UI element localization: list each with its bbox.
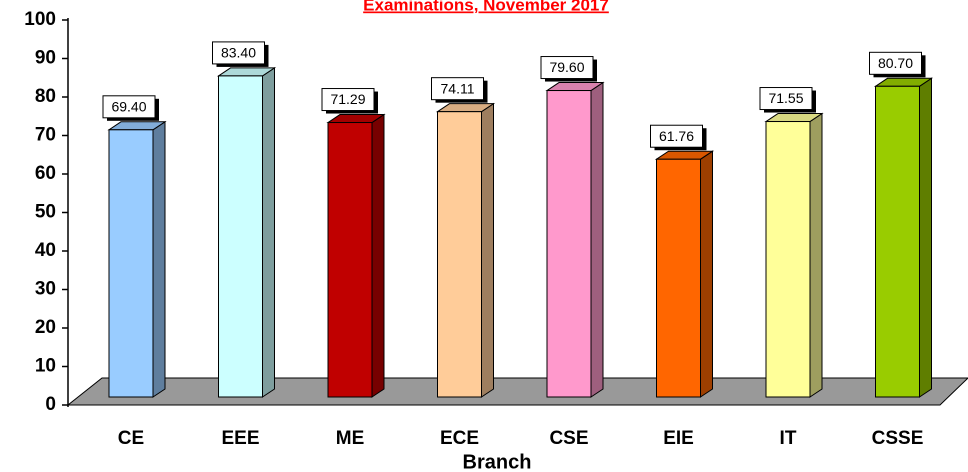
bar-front: [765, 121, 811, 398]
value-label: 74.11: [441, 80, 475, 96]
bar-side: [919, 77, 932, 398]
value-label: 71.29: [330, 91, 365, 107]
bar-side: [371, 113, 385, 398]
value-label: 69.40: [111, 99, 146, 115]
x-tick-label: CSSE: [872, 428, 924, 449]
bar-front: [875, 85, 920, 398]
y-tick-label: 20: [35, 317, 56, 338]
bar-front: [656, 158, 701, 398]
x-tick-label: EIE: [663, 428, 694, 449]
value-label: 61.76: [659, 128, 694, 144]
value-label-box: [431, 77, 484, 101]
y-tick-label: 30: [35, 279, 56, 300]
value-label: 79.60: [549, 59, 584, 75]
x-axis-label: Branch: [463, 451, 532, 472]
bar: [326, 113, 386, 398]
floor: [66, 377, 968, 406]
bar-side: [809, 112, 823, 398]
value-label-box: [212, 41, 265, 65]
y-tick-label: 90: [35, 48, 56, 69]
bar-front: [218, 75, 263, 398]
y-tick-label: 70: [35, 125, 56, 146]
bar-front: [108, 129, 154, 398]
y-tick-label: 10: [35, 356, 56, 377]
chart-title: Examinations, November 2017: [363, 0, 609, 14]
bar-side: [590, 81, 604, 398]
y-tick-label: 60: [35, 163, 56, 184]
x-tick-label: EEE: [221, 428, 259, 449]
bar-front: [327, 122, 373, 398]
bar-side: [700, 150, 713, 398]
bar: [107, 120, 167, 398]
value-label: 80.70: [878, 55, 913, 71]
y-tick-label: 50: [35, 202, 56, 223]
bar-side: [262, 66, 275, 398]
y-tick-label: 100: [24, 9, 56, 30]
bar: [435, 102, 496, 398]
bar: [545, 81, 605, 398]
bar-front: [546, 90, 592, 398]
bar: [764, 112, 824, 398]
x-tick-label: CE: [118, 428, 144, 449]
x-tick-label: IT: [780, 428, 797, 449]
bar: [873, 77, 934, 398]
value-label-box: [650, 124, 703, 148]
value-label-box: [321, 88, 375, 112]
value-label-box: [869, 51, 922, 75]
x-tick-label: ME: [336, 428, 365, 449]
y-tick-label: 80: [35, 86, 56, 107]
x-tick-label: ECE: [440, 428, 479, 449]
bar-side: [481, 102, 494, 398]
bar-side: [152, 120, 166, 398]
bar-front: [437, 111, 482, 398]
value-label-box: [102, 95, 156, 119]
value-label: 71.55: [768, 90, 803, 106]
bar: [216, 66, 277, 398]
x-tick-label: CSE: [549, 428, 588, 449]
bar: [654, 150, 715, 398]
value-label-box: [540, 56, 594, 80]
y-tick-label: 0: [45, 394, 56, 415]
y-tick-label: 40: [35, 240, 56, 261]
value-label-box: [759, 87, 813, 111]
value-label: 83.40: [221, 45, 256, 61]
